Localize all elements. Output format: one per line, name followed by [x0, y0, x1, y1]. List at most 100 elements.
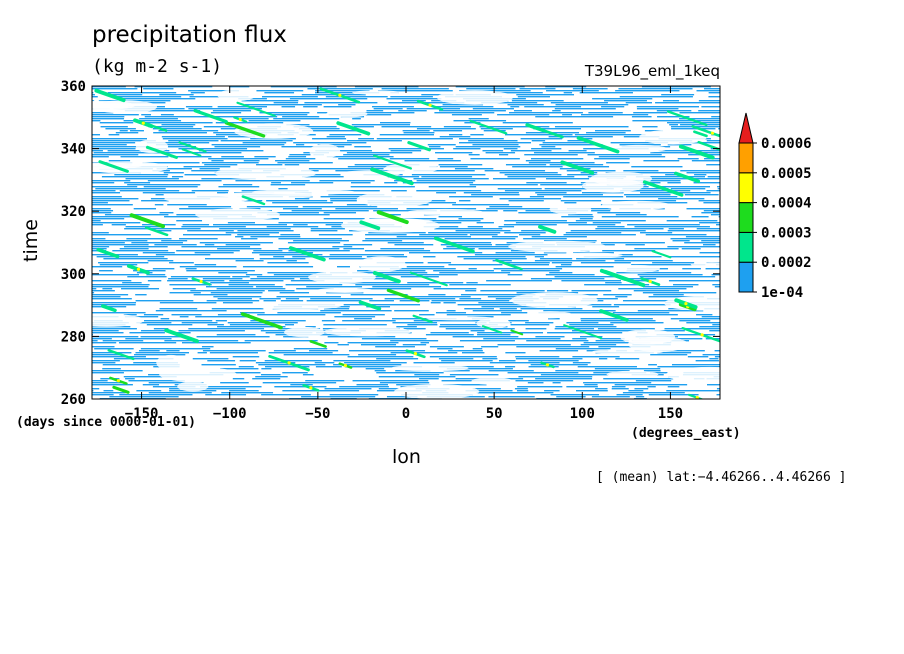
precip-cell	[550, 102, 608, 104]
precip-cell	[468, 140, 518, 142]
precip-cell	[214, 146, 261, 148]
precip-cell	[124, 246, 168, 248]
y-tick-label: 320	[61, 204, 86, 220]
colorbar-label: 0.0003	[761, 225, 812, 241]
precip-cell	[268, 290, 295, 292]
precip-cell	[429, 356, 497, 358]
dry-patch	[391, 364, 469, 372]
precip-cell	[524, 154, 578, 156]
precip-cell	[587, 154, 662, 156]
precip-cell	[102, 368, 121, 370]
precip-cell	[504, 174, 562, 176]
precip-cell	[425, 334, 474, 336]
precip-cell	[373, 108, 403, 110]
precip-cell	[538, 312, 610, 314]
precip-cell	[352, 272, 428, 274]
precip-cell	[528, 360, 579, 362]
precip-cell	[369, 300, 394, 302]
precip-cell	[443, 370, 470, 372]
precip-cell	[154, 244, 197, 246]
precip-cell	[572, 338, 587, 340]
precip-cell	[304, 102, 378, 104]
precip-cell	[92, 150, 103, 152]
precip-cell	[92, 190, 116, 192]
precip-cell	[142, 252, 175, 254]
precip-cell	[301, 396, 376, 398]
precip-cell	[698, 200, 720, 202]
precip-cell	[243, 160, 260, 162]
precip-cell	[92, 330, 119, 332]
precip-cell	[696, 228, 720, 230]
precip-cell	[584, 384, 598, 386]
precip-cell	[387, 176, 420, 178]
precip-cell	[516, 94, 575, 96]
precip-max	[287, 361, 291, 365]
precip-cell	[614, 260, 673, 262]
precip-cell	[635, 380, 672, 382]
precip-cell	[577, 366, 637, 368]
precip-cell	[314, 362, 335, 364]
precip-cell	[439, 326, 508, 328]
precip-cell	[583, 342, 651, 344]
precip-max	[413, 352, 418, 356]
x-tick-label: 50	[486, 406, 503, 422]
precip-cell	[306, 300, 362, 302]
precip-cell	[358, 354, 397, 356]
precip-cell	[519, 234, 541, 236]
precip-cell	[161, 124, 196, 126]
precip-cell	[416, 180, 476, 182]
precip-cell	[575, 220, 646, 222]
precip-cell	[452, 336, 519, 338]
precip-cell	[591, 210, 611, 212]
precip-cell	[624, 194, 671, 196]
precip-cell	[445, 242, 492, 244]
precip-cell	[277, 162, 333, 164]
precip-cell	[127, 184, 201, 186]
precip-cell	[275, 160, 310, 162]
precip-cell	[539, 258, 573, 260]
precip-cell	[448, 264, 503, 266]
precip-cell	[229, 86, 250, 88]
precip-cell	[482, 150, 504, 152]
precip-cell	[201, 178, 256, 180]
precip-cell	[186, 270, 255, 272]
precip-cell	[531, 148, 562, 150]
precip-cell	[335, 208, 399, 210]
precip-cell	[296, 288, 334, 290]
precip-cell	[205, 286, 254, 288]
precip-cell	[453, 120, 507, 122]
precip-cell	[517, 386, 563, 388]
precip-cell	[217, 106, 268, 108]
precip-cell	[291, 182, 334, 184]
dry-patch	[606, 370, 659, 378]
precip-cell	[398, 110, 427, 112]
precip-cell	[682, 268, 701, 270]
dry-patch	[358, 256, 406, 272]
precip-cell	[92, 208, 111, 210]
precip-cell	[469, 184, 538, 186]
precip-cell	[489, 206, 523, 208]
precip-cell	[519, 88, 556, 90]
precip-cell	[526, 340, 589, 342]
precip-cell	[96, 256, 165, 258]
dry-patch	[308, 270, 376, 284]
precip-cell	[278, 238, 342, 240]
precip-cell	[113, 358, 174, 360]
precip-cell	[160, 318, 170, 320]
precip-cell	[92, 346, 115, 348]
precip-cell	[142, 384, 160, 386]
precip-cell	[507, 372, 579, 374]
precip-cell	[477, 334, 511, 336]
precip-cell	[463, 258, 527, 260]
precip-cell	[228, 136, 256, 138]
precip-streak	[240, 312, 283, 330]
precip-cell	[92, 100, 95, 102]
precip-cell	[346, 204, 368, 206]
precip-cell	[152, 268, 175, 270]
precip-cell	[130, 130, 144, 132]
precip-cell	[141, 200, 169, 202]
precip-cell	[141, 330, 169, 332]
precip-cell	[232, 276, 250, 278]
precip-cell	[426, 222, 462, 224]
precip-cell	[259, 298, 281, 300]
